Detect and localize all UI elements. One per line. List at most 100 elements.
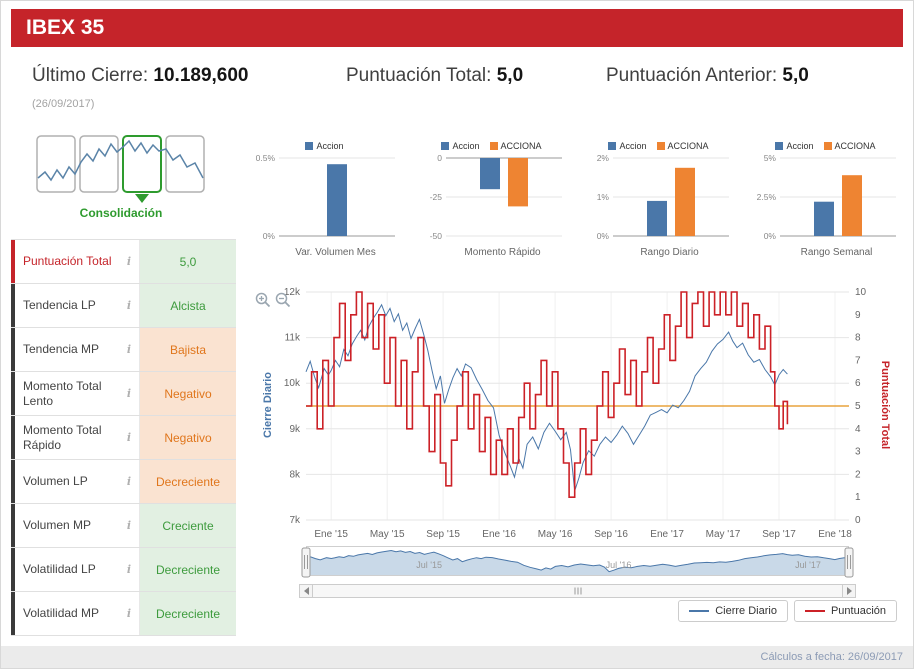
price-score-chart[interactable]: Ene '15 May '15 Sep '15 Ene '16 May '16 Sep '… bbox=[271, 284, 881, 544]
legend-item[interactable]: Accion bbox=[441, 141, 480, 151]
info-icon[interactable]: i bbox=[126, 562, 131, 576]
indicator-label: Puntuación Total i bbox=[11, 240, 139, 283]
puntuacion-total: Puntuación Total: 5,0 bbox=[346, 65, 523, 87]
indicator-label: Volumen MP i bbox=[11, 504, 139, 547]
legend-swatch-icon bbox=[656, 142, 665, 150]
chart-scrollbar bbox=[299, 584, 856, 598]
zoom-out-icon[interactable] bbox=[275, 292, 291, 308]
puntuacion-anterior-label: Puntuación Anterior: bbox=[606, 65, 778, 86]
indicator-value: Negativo bbox=[139, 416, 236, 459]
svg-text:Sep '16: Sep '16 bbox=[594, 529, 628, 540]
mini-chart-plot: 2% 1% 0% bbox=[597, 153, 729, 241]
indicator-label: Momento Total Lento i bbox=[11, 372, 139, 415]
mini-chart-title: Rango Semanal bbox=[800, 247, 873, 258]
svg-text:9: 9 bbox=[855, 310, 861, 321]
legend-item[interactable]: ACCIONA bbox=[656, 141, 709, 151]
indicator-row: Tendencia MP i Bajista bbox=[11, 328, 236, 372]
scrollbar-grip[interactable] bbox=[574, 587, 581, 595]
ultimo-cierre-value: 10.189,600 bbox=[153, 65, 249, 86]
info-icon[interactable]: i bbox=[126, 298, 131, 312]
svg-text:Ene '16: Ene '16 bbox=[482, 529, 516, 540]
indicator-label: Volatilidad MP i bbox=[11, 592, 139, 635]
indicator-row: Puntuación Total i 5,0 bbox=[11, 240, 236, 284]
mini-chart-var-volumen-mes: Accion 0.5% 0% Var. Volumen Mes bbox=[241, 139, 408, 258]
zoom-in-icon[interactable] bbox=[255, 292, 271, 308]
legend-label: Cierre Diario bbox=[715, 605, 777, 617]
svg-text:1: 1 bbox=[855, 492, 861, 503]
legend-swatch-icon bbox=[489, 142, 498, 150]
indicator-value: Bajista bbox=[139, 328, 236, 371]
svg-text:Sep '17: Sep '17 bbox=[762, 529, 796, 540]
legend-item[interactable]: Accion bbox=[608, 141, 647, 151]
svg-text:5%: 5% bbox=[764, 153, 777, 163]
info-icon[interactable]: i bbox=[126, 430, 131, 444]
mini-chart-rango-semanal: Accion ACCIONA 5% 2.5% 0% Rango Semanal bbox=[742, 139, 909, 258]
svg-text:3: 3 bbox=[855, 447, 861, 458]
puntuacion-anterior-value: 5,0 bbox=[782, 65, 809, 86]
svg-text:4: 4 bbox=[855, 424, 861, 435]
svg-text:May '15: May '15 bbox=[370, 529, 405, 540]
indicator-row: Volatilidad LP i Decreciente bbox=[11, 548, 236, 592]
navigator[interactable]: Jul '15 Jul '16 Jul '17 bbox=[301, 546, 854, 580]
indicator-value: Decreciente bbox=[139, 592, 236, 635]
svg-text:Ene '18: Ene '18 bbox=[818, 529, 852, 540]
legend-cierre-diario[interactable]: Cierre Diario bbox=[678, 600, 788, 622]
legend-swatch-icon bbox=[608, 142, 617, 150]
scroll-left-button[interactable] bbox=[299, 584, 313, 598]
info-icon[interactable]: i bbox=[126, 342, 131, 356]
indicator-value: Decreciente bbox=[139, 460, 236, 503]
footer-status: Cálculos a fecha: 26/09/2017 bbox=[1, 646, 913, 668]
ultimo-cierre-label: Último Cierre: bbox=[32, 65, 149, 86]
legend-item[interactable]: ACCIONA bbox=[823, 141, 876, 151]
legend-item[interactable]: Accion bbox=[305, 141, 344, 151]
scroll-right-button[interactable] bbox=[842, 584, 856, 598]
scrollbar-track[interactable] bbox=[313, 584, 842, 598]
indicator-value: Decreciente bbox=[139, 548, 236, 591]
svg-text:0: 0 bbox=[437, 153, 442, 163]
indicator-label: Volumen LP i bbox=[11, 460, 139, 503]
svg-text:Jul '17: Jul '17 bbox=[795, 560, 821, 570]
info-icon[interactable]: i bbox=[126, 606, 131, 620]
mini-chart-momento-rapido: Accion ACCIONA 0 -25 -50 Momento Rápido bbox=[408, 139, 575, 258]
legend-swatch-icon bbox=[441, 142, 450, 150]
mini-chart-title: Var. Volumen Mes bbox=[295, 247, 376, 258]
indicator-table: Puntuación Total i 5,0 Tendencia LP i Alcista… bbox=[11, 239, 236, 636]
info-icon[interactable]: i bbox=[126, 386, 131, 400]
svg-text:0: 0 bbox=[855, 515, 861, 526]
indicator-row: Volumen LP i Decreciente bbox=[11, 460, 236, 504]
legend-puntuacion[interactable]: Puntuación bbox=[793, 600, 897, 622]
fecha-cierre: (26/09/2017) bbox=[32, 98, 95, 110]
legend-swatch-icon bbox=[305, 142, 314, 150]
svg-text:0.5%: 0.5% bbox=[256, 153, 276, 163]
info-icon[interactable]: i bbox=[126, 518, 131, 532]
phase-pointer-icon bbox=[135, 194, 149, 203]
svg-text:11k: 11k bbox=[285, 333, 301, 344]
mini-chart-plot: 0.5% 0% bbox=[256, 153, 395, 241]
info-icon[interactable]: i bbox=[126, 254, 131, 268]
svg-text:Ene '15: Ene '15 bbox=[314, 529, 348, 540]
svg-text:0%: 0% bbox=[597, 231, 610, 241]
svg-text:8: 8 bbox=[855, 333, 861, 344]
svg-text:2: 2 bbox=[855, 469, 861, 480]
svg-text:10k: 10k bbox=[284, 378, 301, 389]
mini-chart-rango-diario: Accion ACCIONA 2% 1% 0% Rango Diario bbox=[575, 139, 742, 258]
indicator-value: Alcista bbox=[139, 284, 236, 327]
market-phase-widget: Consolidación bbox=[31, 134, 211, 220]
indicator-row: Tendencia LP i Alcista bbox=[11, 284, 236, 328]
red-line-icon bbox=[804, 610, 825, 612]
indicator-row: Momento Total Rápido i Negativo bbox=[11, 416, 236, 460]
svg-text:7: 7 bbox=[855, 355, 861, 366]
puntuacion-total-value: 5,0 bbox=[496, 65, 524, 86]
legend-item[interactable]: ACCIONA bbox=[489, 141, 542, 151]
svg-text:6: 6 bbox=[855, 378, 861, 389]
market-phase-diagram bbox=[36, 135, 205, 193]
svg-text:Ene '17: Ene '17 bbox=[650, 529, 684, 540]
legend-item[interactable]: Accion bbox=[775, 141, 814, 151]
info-icon[interactable]: i bbox=[126, 474, 131, 488]
svg-text:Jul '16: Jul '16 bbox=[606, 560, 632, 570]
indicator-value: Negativo bbox=[139, 372, 236, 415]
indicator-label: Tendencia MP i bbox=[11, 328, 139, 371]
svg-text:8k: 8k bbox=[289, 469, 301, 480]
svg-text:May '16: May '16 bbox=[538, 529, 573, 540]
